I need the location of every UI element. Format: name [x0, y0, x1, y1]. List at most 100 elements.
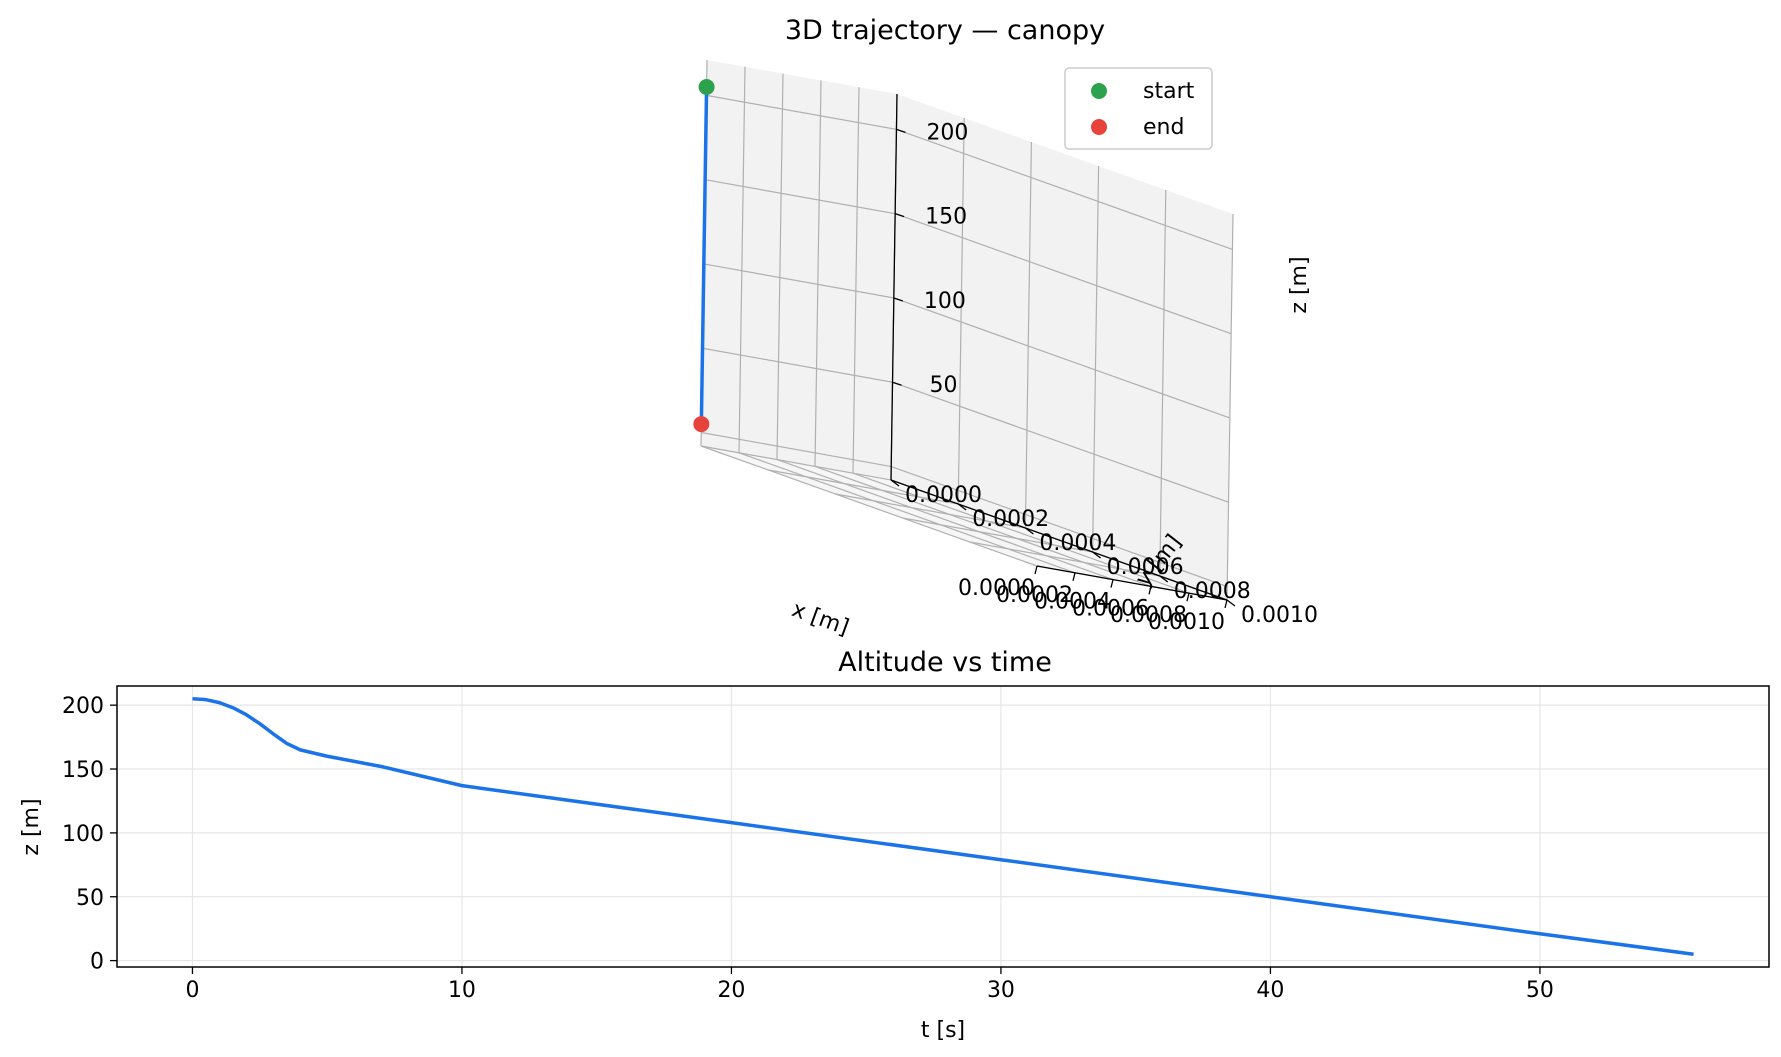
y-tick-label-3d: 0.0002 [972, 507, 1049, 532]
altitude-panel: Altitude vs time 0 10 20 30 40 50 0 50 100 150 20… [19, 647, 1770, 1043]
y-tick-label-3d: 0.0008 [1174, 579, 1251, 604]
z-tick-label-3d: 100 [924, 289, 966, 314]
y-axis-label-2d: z [m] [19, 798, 44, 855]
gridline-floor-y [835, 493, 1026, 529]
z-tick-mark-3d [892, 381, 902, 386]
end-marker [693, 416, 710, 433]
gridline-floor-x [700, 445, 1038, 567]
z-tick-label-3d: 150 [925, 205, 967, 230]
y-tick-label: 200 [62, 694, 104, 719]
gridline-side-z [896, 128, 1233, 250]
gridline-side-y [1159, 189, 1167, 577]
gridline-floor-y [969, 541, 1160, 577]
2d-x-ticks: 0 10 20 30 40 50 [185, 967, 1554, 1003]
gridline-side-y [1226, 213, 1234, 601]
y-tick-label: 100 [62, 822, 104, 847]
gridline-side-y [1092, 165, 1100, 553]
gridline-floor-y [768, 469, 959, 505]
x-tick-mark-3d [1072, 572, 1076, 581]
gridline-side-y [1024, 141, 1032, 529]
y-tick-mark-3d [1226, 599, 1236, 607]
x-tick-label-3d: 0.0006 [1072, 596, 1149, 621]
y-tick-mark-3d [1159, 575, 1169, 583]
gridline-back-x [776, 73, 784, 460]
x-tick-mark-3d [1224, 599, 1228, 609]
z-tick-label-3d: 200 [926, 120, 968, 145]
gridline-back-x [738, 66, 746, 453]
trajectory-line [699, 86, 709, 425]
legend-start-marker [1091, 83, 1107, 99]
y-tick-label: 150 [62, 758, 104, 783]
z-axis-line-3d [890, 93, 898, 481]
floor-pane [701, 446, 1227, 600]
chart-title-3d: 3D trajectory — canopy [785, 15, 1105, 46]
legend-start-label: start [1143, 79, 1195, 104]
y-tick-mark-3d [957, 503, 967, 511]
3d-z-ticks: 50 100 150 200 [892, 120, 968, 398]
x-tick-label: 30 [987, 978, 1015, 1003]
gridline-side-z [891, 465, 1228, 588]
gridline-floor-x [776, 459, 1114, 581]
x-tick-label-3d: 0.0000 [958, 576, 1035, 601]
x-tick-mark-3d [1186, 593, 1190, 602]
y-tick-label-3d: 0.0006 [1107, 555, 1184, 580]
y-tick-label: 50 [76, 886, 104, 911]
z-axis-label-3d: z [m] [1287, 256, 1312, 313]
x-axis-label-2d: t [s] [921, 1018, 965, 1043]
2d-gridlines [117, 686, 1769, 967]
back-pane-xz [701, 60, 897, 480]
gridline-side-y [957, 117, 965, 505]
gridline-side-z [894, 213, 1232, 335]
x-tick-label-3d: 0.0010 [1148, 610, 1225, 635]
x-tick-label-3d: 0.0008 [1110, 603, 1187, 628]
gridline-back-z [706, 94, 897, 130]
y-tick-mark-3d [890, 479, 900, 487]
y-tick-mark-3d [1092, 551, 1101, 559]
y-tick-label-3d: 0.0010 [1241, 603, 1318, 628]
y-tick-label: 0 [90, 950, 104, 975]
gridline-back-x [852, 87, 860, 474]
chart-title-2d: Altitude vs time [838, 647, 1052, 678]
start-marker [698, 78, 715, 95]
gridline-floor-x [738, 452, 1076, 574]
altitude-line [192, 697, 1694, 956]
y-tick-label-3d: 0.0004 [1039, 531, 1116, 556]
3d-axis-lines [890, 93, 1228, 601]
x-tick-label: 50 [1526, 978, 1554, 1003]
trajectory-3d-panel: 3D trajectory — canopy 0.00000.00020.000… [693, 15, 1318, 641]
gridline-side-z [892, 381, 1229, 503]
y-tick-label-3d: 0.0000 [905, 483, 982, 508]
x-tick-mark-3d [1110, 579, 1114, 588]
y-axis-line-3d [890, 479, 1228, 601]
gridline-back-z [705, 179, 896, 215]
plot-frame-2d [116, 685, 1770, 968]
legend-end-label: end [1143, 115, 1184, 140]
gridline-back-z [702, 347, 893, 383]
x-tick-label-3d: 0.0004 [1034, 590, 1111, 615]
x-axis-line-3d [1036, 565, 1228, 601]
gridline-floor-x [814, 465, 1152, 587]
x-tick-label: 10 [448, 978, 476, 1003]
x-tick-mark-3d [1148, 586, 1152, 595]
gridline-back-z [703, 263, 894, 299]
z-tick-mark-3d [893, 297, 904, 302]
x-tick-label-3d: 0.0002 [996, 583, 1073, 608]
x-tick-label: 40 [1256, 978, 1284, 1003]
z-tick-label-3d: 50 [930, 373, 958, 398]
legend-end-marker [1091, 119, 1107, 135]
gridline-back-x [814, 80, 822, 467]
z-tick-mark-3d [894, 213, 905, 218]
z-tick-mark-3d [896, 128, 906, 134]
gridline-back-z [701, 431, 892, 468]
gridline-floor-x [852, 472, 1190, 594]
3d-gridlines [700, 59, 1234, 601]
2d-y-ticks: 0 50 100 150 200 [62, 694, 117, 975]
3d-series [693, 78, 715, 433]
gridline-floor-y [700, 445, 892, 481]
y-tick-mark-3d [1025, 527, 1034, 535]
x-tick-label: 0 [185, 978, 199, 1003]
gridline-side-z [893, 297, 1231, 419]
